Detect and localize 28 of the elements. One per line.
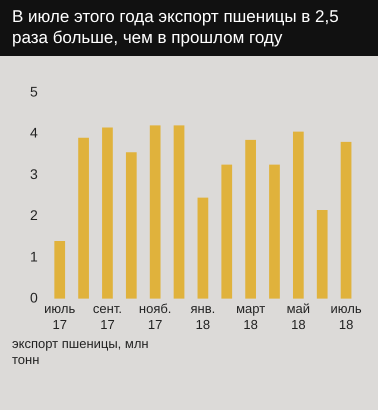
bar	[292, 132, 304, 299]
y-tick-label: 1	[30, 248, 38, 264]
bar	[221, 164, 232, 299]
bar	[78, 138, 89, 299]
bar	[126, 152, 137, 299]
x-tick-label: янв. 18	[190, 301, 216, 332]
y-tick-label: 2	[30, 207, 38, 224]
bar	[174, 125, 184, 299]
bar	[198, 198, 208, 299]
x-tick-label: июль 17	[44, 301, 76, 332]
bar	[245, 140, 256, 299]
bar	[54, 241, 66, 299]
x-tick-label: март 18	[236, 301, 266, 332]
bar	[150, 125, 161, 299]
bar	[102, 127, 113, 299]
y-axis-title: экспорт пшеницы, млн тонн	[12, 336, 150, 368]
bar	[316, 210, 328, 299]
x-tick-label: июль 18	[330, 301, 362, 332]
bar	[269, 164, 280, 299]
x-tick-label: сент. 17	[92, 301, 122, 332]
chart-title: В июле этого года экспорт пшеницы в 2,5 раза больше, чем в прошлом году	[0, 0, 378, 56]
x-tick-label: нояб. 17	[138, 301, 172, 332]
x-tick-label: май 18	[286, 301, 310, 332]
y-tick-label: 0	[30, 290, 38, 306]
y-tick-label: 3	[30, 166, 38, 182]
bar	[340, 142, 352, 299]
y-tick-label: 4	[30, 124, 38, 141]
y-tick-label: 5	[30, 83, 38, 100]
